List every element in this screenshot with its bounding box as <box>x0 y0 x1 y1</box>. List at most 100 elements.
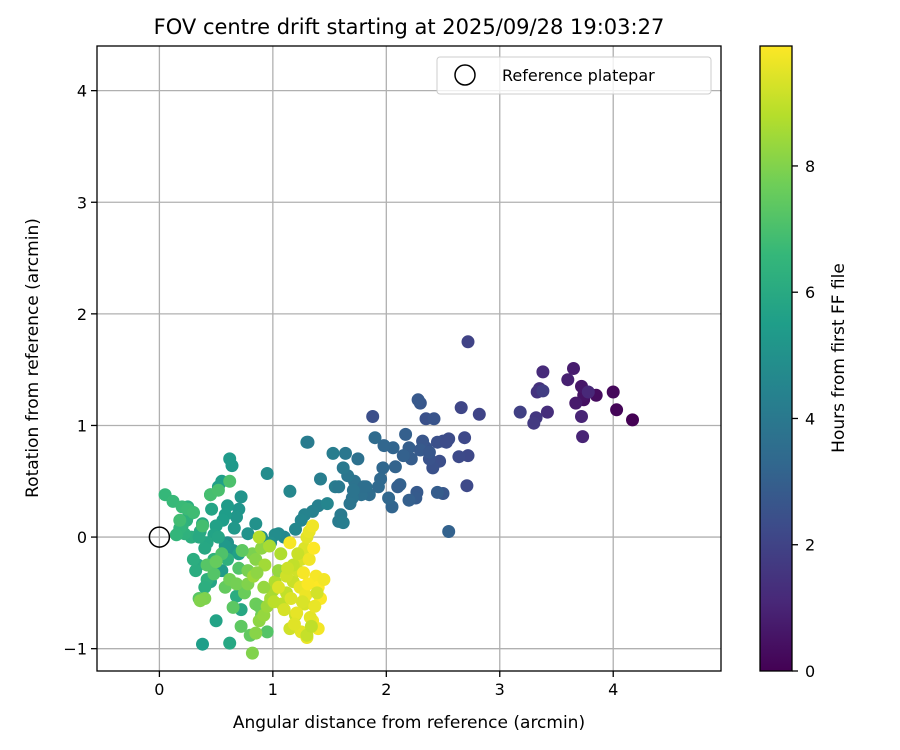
data-point <box>230 510 243 524</box>
data-point <box>399 427 413 441</box>
data-point <box>284 592 298 605</box>
data-point <box>567 362 580 375</box>
colorbar-tick-label: 0 <box>805 662 815 681</box>
data-point <box>442 525 456 538</box>
data-point <box>227 521 241 535</box>
data-point <box>192 530 206 544</box>
data-point <box>368 431 382 445</box>
data-point <box>260 467 274 480</box>
data-point <box>377 439 391 453</box>
data-point <box>209 555 223 569</box>
data-point <box>301 577 315 591</box>
data-point <box>235 544 249 557</box>
data-point <box>302 552 316 566</box>
data-point <box>186 506 200 519</box>
data-point <box>234 490 248 504</box>
y-tick-label: 4 <box>77 82 87 101</box>
data-point <box>272 580 285 594</box>
data-point <box>287 617 301 631</box>
data-point <box>307 541 321 555</box>
data-point <box>317 573 331 586</box>
data-point <box>430 485 444 499</box>
data-point <box>241 527 255 541</box>
data-point <box>211 483 225 497</box>
data-point <box>402 493 416 507</box>
data-point <box>205 502 219 516</box>
data-point <box>626 413 639 427</box>
data-point <box>472 407 486 421</box>
data-point <box>326 446 340 460</box>
data-point <box>430 435 444 449</box>
x-tick-label: 4 <box>608 680 618 699</box>
data-point <box>260 625 274 639</box>
data-point <box>366 410 380 423</box>
data-point <box>427 412 441 426</box>
data-point <box>193 594 207 608</box>
data-point <box>297 566 310 580</box>
data-point <box>314 472 327 486</box>
data-point <box>439 435 453 449</box>
data-point <box>249 626 263 640</box>
data-points <box>158 335 639 660</box>
data-point <box>581 385 595 399</box>
colorbar-tick-label: 2 <box>805 536 815 555</box>
data-point <box>230 577 243 591</box>
data-point <box>249 517 263 531</box>
data-point <box>257 580 271 594</box>
data-point <box>388 460 402 474</box>
data-point <box>198 541 212 555</box>
chart-title: FOV centre drift starting at 2025/09/28 … <box>154 15 665 39</box>
data-point <box>332 480 346 494</box>
data-point <box>211 530 225 544</box>
data-point <box>283 536 297 550</box>
data-point <box>189 564 203 578</box>
data-point <box>376 461 390 475</box>
x-tick-label: 0 <box>154 680 164 699</box>
data-point <box>391 480 405 494</box>
y-tick-label: −1 <box>63 640 87 659</box>
data-point <box>295 595 309 609</box>
data-point <box>169 528 183 542</box>
data-point <box>569 396 583 410</box>
data-point <box>252 530 266 544</box>
data-point <box>304 619 318 633</box>
data-point <box>310 586 324 600</box>
x-tick-label: 1 <box>268 680 278 699</box>
data-point <box>382 491 396 505</box>
plot-frame <box>96 45 722 672</box>
data-point <box>223 452 237 466</box>
data-point <box>411 393 425 407</box>
legend-box <box>436 56 712 95</box>
y-tick-label: 0 <box>77 528 87 547</box>
data-point <box>198 580 212 594</box>
data-point <box>234 619 248 633</box>
data-point <box>306 519 320 533</box>
colorbar-label: Hours from first FF file <box>829 263 849 453</box>
data-point <box>196 519 209 533</box>
colorbar-tick-label: 4 <box>805 409 815 428</box>
data-point <box>452 450 466 464</box>
y-axis-label: Rotation from reference (arcmin) <box>23 218 43 498</box>
data-point <box>371 480 385 494</box>
data-point <box>351 452 365 466</box>
colorbar-ticks: 0 2 4 6 8 <box>792 157 815 681</box>
x-axis-label: Angular distance from reference (arcmin) <box>233 713 585 733</box>
data-point <box>343 497 357 511</box>
data-point <box>610 403 624 417</box>
data-point <box>561 373 575 387</box>
data-point <box>250 566 264 580</box>
legend-entry-reference-platepar: Reference platepar <box>502 66 655 85</box>
x-tick-label: 2 <box>381 680 391 699</box>
axis-ticks: 0 1 2 3 4 −1 0 1 2 3 4 <box>63 82 618 699</box>
data-point <box>422 445 436 459</box>
data-point <box>277 603 291 617</box>
reference-platepar-marker <box>148 526 171 548</box>
data-point <box>454 401 468 415</box>
data-point <box>245 646 259 660</box>
data-point <box>209 614 223 628</box>
data-point <box>346 483 360 497</box>
data-point <box>186 552 200 566</box>
colorbar-gradient <box>760 46 792 671</box>
data-point <box>576 430 590 444</box>
